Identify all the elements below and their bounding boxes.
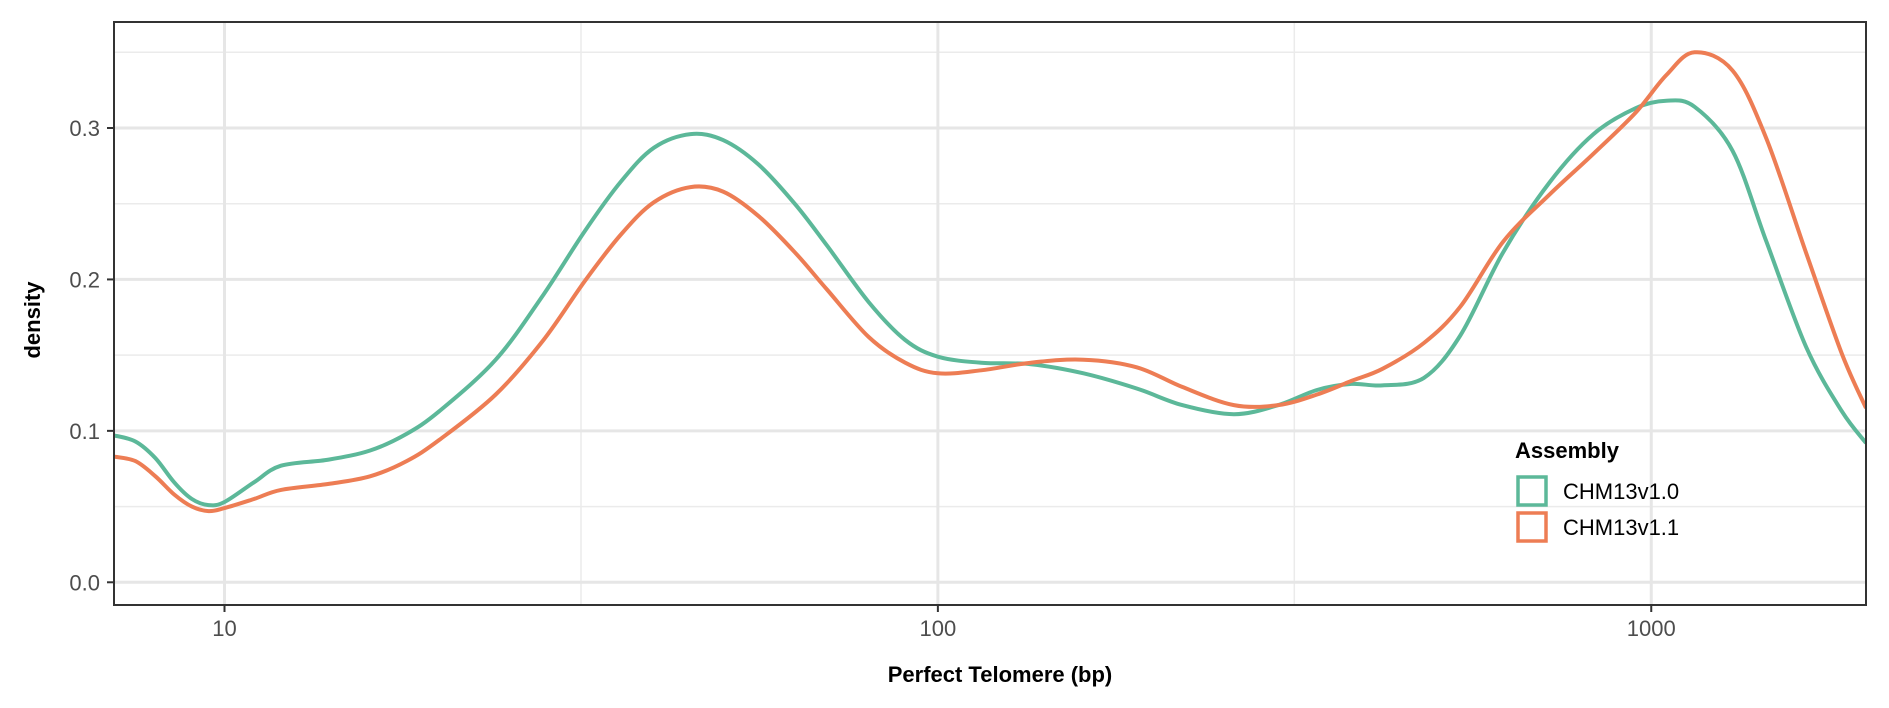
y-tick-label: 0.0 [69,570,100,595]
legend: Assembly CHM13v1.0 CHM13v1.1 [1515,438,1679,543]
plot-panel [113,21,1867,606]
legend-key [1516,511,1548,543]
legend-label: CHM13v1.0 [1563,479,1679,504]
series-line-chm13v1-1 [114,50,1866,514]
x-tick-label: 100 [920,616,957,641]
y-tick-label: 0.2 [69,267,100,292]
x-tick-label: 1000 [1627,616,1676,641]
legend-label: CHM13v1.1 [1563,515,1679,540]
y-tick-label: 0.3 [69,116,100,141]
axes: 0.0 0.1 0.2 0.3 10 100 1000 [69,116,1675,641]
y-axis-title: density [20,281,45,359]
series-line-chm13v1-0 [114,98,1866,508]
legend-title: Assembly [1515,438,1620,463]
x-axis-title: Perfect Telomere (bp) [888,662,1113,687]
y-tick-label: 0.1 [69,419,100,444]
legend-key [1516,475,1548,507]
x-tick-label: 10 [212,616,236,641]
plot-border [113,21,1867,606]
